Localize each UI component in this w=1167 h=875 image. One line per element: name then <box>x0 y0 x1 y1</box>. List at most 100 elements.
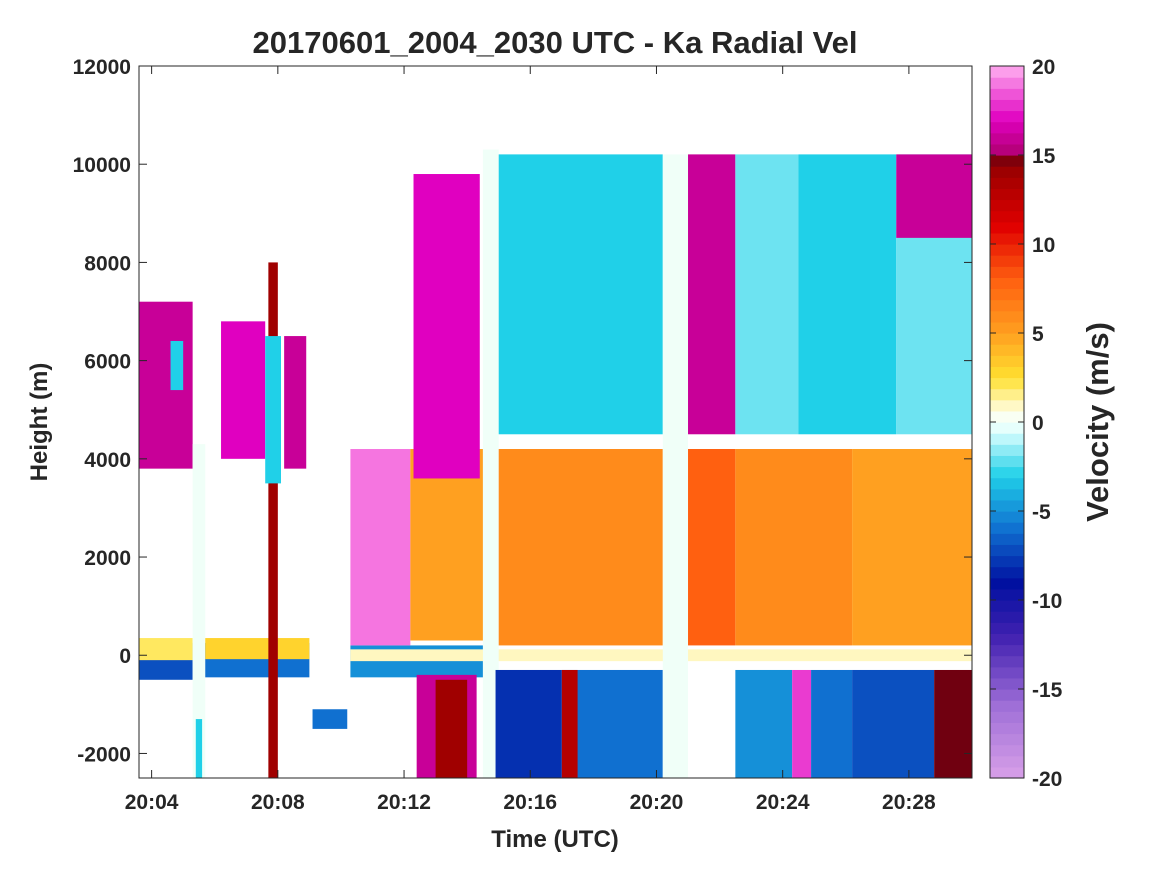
colorbar-band <box>990 399 1024 412</box>
colorbar-band <box>990 299 1024 312</box>
colorbar-band <box>990 410 1024 423</box>
colorbar-band <box>990 132 1024 145</box>
colorbar-band <box>990 600 1024 612</box>
velocity-region-1 <box>139 638 193 661</box>
colorbar-band <box>990 744 1024 757</box>
colorbar-band <box>990 644 1024 657</box>
velocity-region-29 <box>735 154 799 435</box>
velocity-region-19 <box>435 679 468 778</box>
y-tick-label: 0 <box>119 645 131 668</box>
colorbar-tick-label: -5 <box>1032 501 1051 524</box>
colorbar-band <box>990 511 1024 523</box>
velocity-region-15 <box>350 449 411 646</box>
y-tick-label: 2000 <box>84 547 131 570</box>
colorbar-band <box>990 555 1024 568</box>
colorbar-band <box>990 143 1024 156</box>
x-tick-label: 20:28 <box>882 791 936 814</box>
colorbar-band <box>990 689 1024 701</box>
velocity-region-3 <box>170 340 184 391</box>
velocity-region-31 <box>735 669 793 778</box>
colorbar-band <box>990 577 1024 590</box>
x-tick-label: 20:16 <box>503 791 557 814</box>
colorbar-band <box>990 210 1024 223</box>
velocity-region-27 <box>688 154 736 435</box>
colorbar-tick-label: -15 <box>1032 679 1063 702</box>
colorbar-band <box>990 199 1024 212</box>
colorbar-band <box>990 344 1024 356</box>
colorbar-band <box>990 88 1024 100</box>
y-tick-label: -2000 <box>77 743 131 766</box>
velocity-region-11 <box>284 336 307 469</box>
colorbar-band <box>990 655 1024 668</box>
colorbar-band <box>990 588 1024 601</box>
y-tick-label: 4000 <box>84 449 131 472</box>
colorbar-band <box>990 733 1024 746</box>
colorbar-band <box>990 99 1024 112</box>
colorbar-band <box>990 221 1024 234</box>
velocity-region-4 <box>192 444 206 778</box>
colorbar-band <box>990 522 1024 534</box>
x-tick-label: 20:20 <box>630 791 684 814</box>
colorbar-band <box>990 566 1024 579</box>
velocity-region-16 <box>410 449 483 641</box>
colorbar-band <box>990 177 1024 189</box>
colorbar-tick-label: -10 <box>1032 590 1062 613</box>
colorbar-band <box>990 444 1024 456</box>
y-tick-label: 6000 <box>84 351 131 374</box>
colorbar-band <box>990 488 1024 501</box>
colorbar-band <box>990 533 1024 545</box>
x-tick-label: 20:24 <box>756 791 810 814</box>
chart-title: 20170601_2004_2030 UTC - Ka Radial Vel <box>253 25 858 60</box>
colorbar <box>990 66 1024 779</box>
x-tick-label: 20:08 <box>251 791 305 814</box>
y-axis: 12000 10000 8000 6000 4000 2000 0 -2000 <box>73 56 972 766</box>
velocity-region-21 <box>495 669 562 778</box>
velocity-region-9 <box>268 262 278 778</box>
x-tick-label: 20:04 <box>125 791 179 814</box>
velocity-region-33 <box>811 669 853 778</box>
colorbar-band <box>990 422 1024 434</box>
colorbar-band <box>990 711 1024 723</box>
velocity-region-5 <box>195 719 203 778</box>
colorbar-band <box>990 633 1024 646</box>
velocity-region-22 <box>498 154 663 435</box>
colorbar-band <box>990 266 1024 278</box>
velocity-region-10 <box>265 336 281 484</box>
colorbar-band <box>990 66 1024 78</box>
velocity-region-24 <box>561 669 663 778</box>
colorbar-band <box>990 188 1024 201</box>
colorbar-band <box>990 288 1024 301</box>
velocity-region-35 <box>852 449 972 646</box>
colorbar-band <box>990 366 1024 379</box>
velocity-region-17 <box>413 174 480 479</box>
colorbar-band <box>990 166 1024 178</box>
colorbar-band <box>990 155 1024 167</box>
velocity-region-12 <box>312 709 348 729</box>
x-axis-label: Time (UTC) <box>491 826 619 853</box>
velocity-region-30 <box>735 449 853 646</box>
velocity-region-28 <box>688 449 736 646</box>
colorbar-band <box>990 611 1024 623</box>
y-tick-label: 8000 <box>84 252 131 275</box>
velocity-region-39 <box>896 154 972 238</box>
colorbar-band <box>990 355 1024 367</box>
velocity-region-23 <box>498 449 663 646</box>
colorbar-band <box>990 321 1024 334</box>
colorbar-band <box>990 310 1024 323</box>
colorbar-label: Velocity (m/s) <box>1080 322 1115 522</box>
colorbar-band <box>990 455 1024 468</box>
colorbar-band <box>990 110 1024 123</box>
colorbar-band <box>990 700 1024 712</box>
colorbar-band <box>990 121 1024 134</box>
colorbar-band <box>990 232 1024 245</box>
velocity-region-37 <box>934 669 972 778</box>
colorbar-band <box>990 499 1024 512</box>
colorbar-band <box>990 666 1024 679</box>
colorbar-band <box>990 466 1024 479</box>
colorbar-band <box>990 755 1024 768</box>
velocity-region-14 <box>350 649 972 662</box>
colorbar-tick-label: 5 <box>1032 323 1044 346</box>
colorbar-band <box>990 255 1024 267</box>
plot-axes-box <box>138 65 973 779</box>
